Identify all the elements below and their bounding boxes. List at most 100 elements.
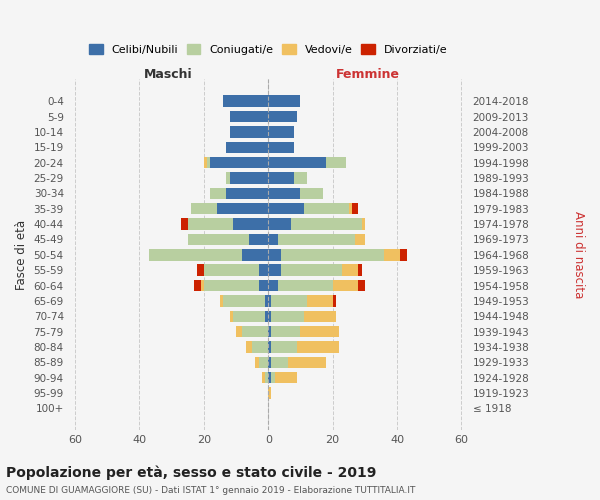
Bar	[271, 341, 297, 353]
Bar	[262, 372, 265, 384]
Bar	[355, 234, 365, 245]
Bar	[281, 249, 384, 260]
Bar	[200, 280, 204, 291]
Bar	[242, 326, 268, 338]
Bar	[307, 295, 332, 306]
Text: Popolazione per età, sesso e stato civile - 2019: Popolazione per età, sesso e stato civil…	[6, 466, 376, 480]
Bar	[268, 280, 278, 291]
Text: Femmine: Femmine	[336, 68, 400, 81]
Bar	[304, 203, 349, 214]
Bar	[275, 372, 297, 384]
Y-axis label: Anni di nascita: Anni di nascita	[572, 211, 585, 298]
Bar	[265, 310, 268, 322]
Bar	[268, 157, 326, 168]
Bar	[259, 280, 268, 291]
Bar	[326, 157, 346, 168]
Bar	[268, 111, 297, 122]
Bar	[268, 326, 271, 338]
Bar	[304, 310, 336, 322]
Bar	[268, 126, 294, 138]
Bar	[268, 218, 291, 230]
Bar	[352, 203, 358, 214]
Bar	[358, 264, 362, 276]
Bar	[230, 310, 233, 322]
Bar	[349, 203, 352, 214]
Bar	[265, 372, 268, 384]
Bar	[211, 188, 226, 199]
Bar	[197, 264, 204, 276]
Bar	[226, 172, 230, 184]
Text: Maschi: Maschi	[144, 68, 193, 81]
Bar	[362, 218, 365, 230]
Bar	[204, 264, 259, 276]
Bar	[265, 295, 268, 306]
Bar	[268, 295, 271, 306]
Bar	[204, 280, 259, 291]
Bar	[268, 372, 271, 384]
Bar	[259, 264, 268, 276]
Bar	[246, 341, 252, 353]
Bar	[268, 356, 271, 368]
Bar	[268, 310, 271, 322]
Bar	[211, 157, 268, 168]
Bar	[268, 203, 304, 214]
Bar	[291, 218, 362, 230]
Bar	[268, 142, 294, 153]
Bar	[236, 326, 242, 338]
Bar	[204, 157, 207, 168]
Bar	[242, 249, 268, 260]
Bar	[149, 249, 242, 260]
Bar	[301, 326, 339, 338]
Bar	[271, 310, 304, 322]
Bar	[268, 249, 281, 260]
Text: COMUNE DI GUAMAGGIORE (SU) - Dati ISTAT 1° gennaio 2019 - Elaborazione TUTTITALI: COMUNE DI GUAMAGGIORE (SU) - Dati ISTAT …	[6, 486, 415, 495]
Bar	[226, 142, 268, 153]
Bar	[287, 356, 326, 368]
Bar	[233, 218, 268, 230]
Bar	[271, 372, 275, 384]
Bar	[223, 295, 265, 306]
Bar	[271, 356, 287, 368]
Bar	[268, 188, 301, 199]
Bar	[268, 341, 271, 353]
Bar	[207, 157, 211, 168]
Bar	[249, 234, 268, 245]
Bar	[181, 218, 188, 230]
Bar	[259, 356, 268, 368]
Bar	[271, 326, 301, 338]
Bar	[342, 264, 358, 276]
Bar	[217, 203, 268, 214]
Bar	[332, 295, 336, 306]
Bar	[268, 96, 301, 107]
Bar	[268, 172, 294, 184]
Bar	[297, 341, 339, 353]
Bar	[332, 280, 358, 291]
Bar	[278, 280, 332, 291]
Bar	[226, 188, 268, 199]
Bar	[191, 203, 217, 214]
Bar	[268, 264, 281, 276]
Bar	[230, 172, 268, 184]
Bar	[278, 234, 355, 245]
Bar	[301, 188, 323, 199]
Bar	[358, 280, 365, 291]
Bar	[230, 111, 268, 122]
Bar	[252, 341, 268, 353]
Bar	[220, 295, 223, 306]
Bar	[400, 249, 407, 260]
Bar	[188, 234, 249, 245]
Bar	[233, 310, 265, 322]
Bar	[268, 234, 278, 245]
Bar	[281, 264, 342, 276]
Bar	[223, 96, 268, 107]
Legend: Celibi/Nubili, Coniugati/e, Vedovi/e, Divorziati/e: Celibi/Nubili, Coniugati/e, Vedovi/e, Di…	[85, 40, 452, 59]
Y-axis label: Fasce di età: Fasce di età	[15, 220, 28, 290]
Bar	[271, 295, 307, 306]
Bar	[384, 249, 400, 260]
Bar	[230, 126, 268, 138]
Bar	[294, 172, 307, 184]
Bar	[194, 280, 200, 291]
Bar	[268, 388, 271, 399]
Bar	[256, 356, 259, 368]
Bar	[188, 218, 233, 230]
